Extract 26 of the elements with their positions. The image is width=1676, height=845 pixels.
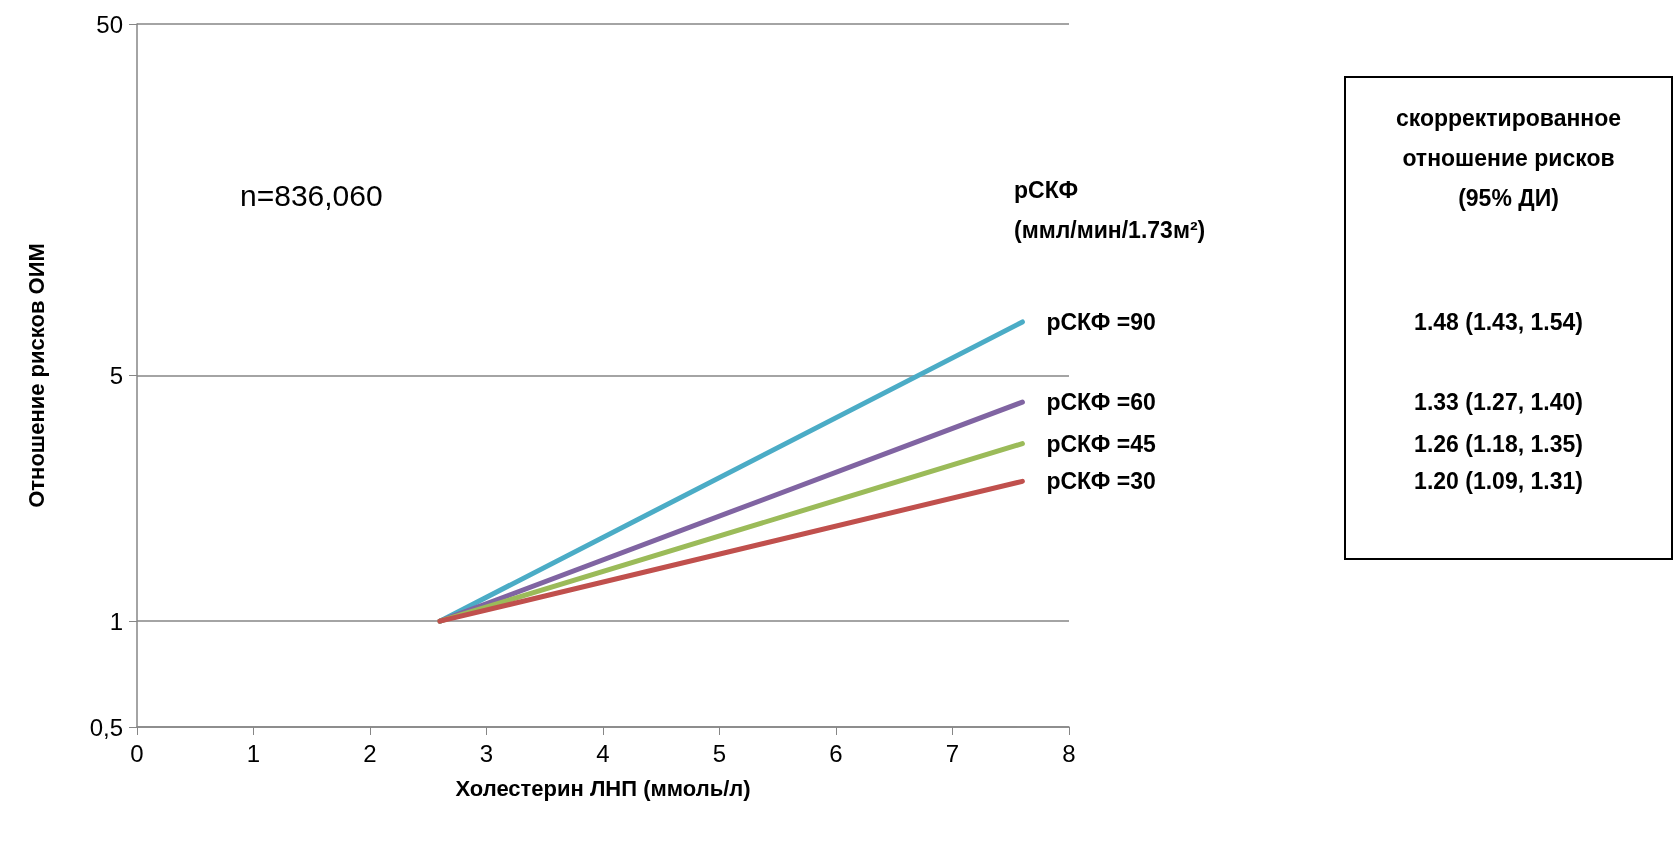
series-label: рСКФ =60 <box>1046 389 1156 416</box>
y-tick-label: 5 <box>109 362 123 389</box>
x-tick-label: 8 <box>1062 739 1076 767</box>
x-tick-label: 7 <box>945 739 960 767</box>
series-label: рСКФ =30 <box>1046 468 1156 495</box>
annotation: n=836,060 <box>240 178 383 212</box>
text: 1.33 (1.27, 1.40) <box>1414 389 1583 416</box>
x-tick-label: 3 <box>479 739 494 767</box>
text: скорректированное отношение рисков (95% ДИ) <box>1395 105 1622 211</box>
x-axis-title: Холестерин ЛНП (ммоль/л) <box>455 775 751 801</box>
x-tick-label: 5 <box>712 739 727 767</box>
x-tick-label: 2 <box>363 739 377 767</box>
y-tick-label: 50 <box>96 10 123 38</box>
legend-title: рСКФ (ммл/мин/1.73м²) <box>1014 177 1206 243</box>
y-axis-title: Отношение рисков ОИМ <box>23 243 49 508</box>
text: 1.48 (1.43, 1.54) <box>1414 308 1583 335</box>
x-tick-label: 1 <box>246 739 261 767</box>
x-tick-label: 0 <box>130 739 144 767</box>
text: 1.20 (1.09, 1.31) <box>1414 468 1583 495</box>
y-tick-label: 1 <box>109 607 123 635</box>
text: 1.26 (1.18, 1.35) <box>1414 430 1583 457</box>
y-tick-label: 0,5 <box>89 713 123 741</box>
series-label: рСКФ =45 <box>1046 430 1157 457</box>
x-tick-label: 6 <box>829 739 843 767</box>
series-label: рСКФ =90 <box>1046 308 1156 335</box>
x-tick-label: 4 <box>596 739 610 767</box>
